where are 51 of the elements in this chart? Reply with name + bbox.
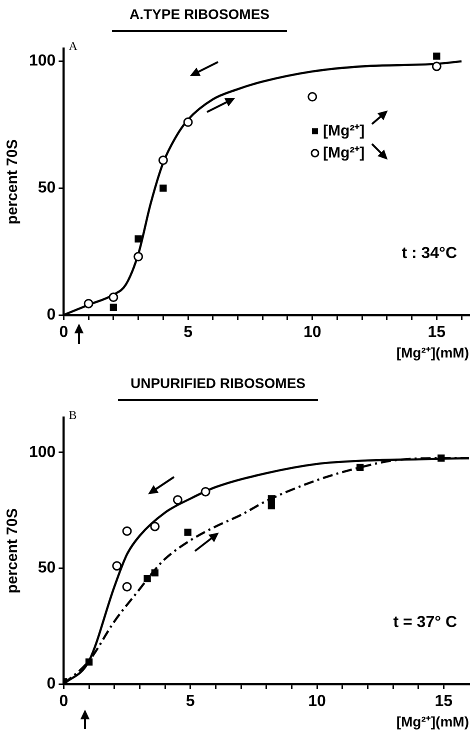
y-axis-title: percent 70S xyxy=(4,508,22,594)
point xyxy=(200,486,210,496)
chart-title: UNPURIFIED RIBOSOMES xyxy=(118,375,318,401)
x-tick-label: 15 xyxy=(434,693,453,710)
point xyxy=(433,52,440,60)
y-tick-label: 0 xyxy=(46,675,56,692)
x-tick-label: 0 xyxy=(59,693,68,710)
x-tick-label: 5 xyxy=(186,693,195,710)
x-tick-label: 10 xyxy=(303,324,322,342)
point xyxy=(268,502,275,510)
legend-label: [Mg²⁺] xyxy=(322,144,365,162)
x-tick-label: 10 xyxy=(308,693,326,710)
point xyxy=(268,495,275,502)
point xyxy=(108,292,118,302)
point xyxy=(110,304,118,311)
point xyxy=(158,155,168,165)
y-tick-label: 100 xyxy=(28,444,56,461)
x-tick-label: 0 xyxy=(59,324,68,342)
annotation: A xyxy=(68,38,78,53)
y-tick-label: 50 xyxy=(38,180,56,197)
point xyxy=(122,526,132,536)
annotation: t = 37° C xyxy=(393,614,458,632)
x-axis-title: [Mg²⁺](mM) xyxy=(396,344,469,360)
point xyxy=(432,62,442,72)
point xyxy=(151,569,158,576)
point xyxy=(184,528,192,536)
annotation: B xyxy=(68,408,77,422)
annotation: t : 34°C xyxy=(402,245,458,262)
x-tick-label: 15 xyxy=(428,324,446,342)
point xyxy=(134,235,142,242)
point xyxy=(144,575,151,582)
point xyxy=(438,454,445,462)
point xyxy=(122,582,132,592)
point xyxy=(85,658,93,666)
point xyxy=(183,117,193,127)
point xyxy=(172,495,182,505)
point xyxy=(84,298,94,308)
y-axis-title: percent 70S xyxy=(4,139,22,224)
legend-label: [Mg²⁺] xyxy=(322,122,365,140)
point xyxy=(112,561,122,571)
chart-title: A.TYPE RIBOSOMES xyxy=(112,6,287,32)
point xyxy=(308,92,318,102)
point xyxy=(160,184,167,192)
point xyxy=(150,522,160,532)
point xyxy=(134,252,144,262)
y-tick-label: 50 xyxy=(38,560,56,577)
point xyxy=(356,464,364,471)
x-tick-label: 5 xyxy=(184,324,193,342)
x-axis-title: [Mg²⁺](mM) xyxy=(396,713,469,730)
y-tick-label: 0 xyxy=(46,306,56,324)
y-tick-label: 100 xyxy=(28,52,56,70)
